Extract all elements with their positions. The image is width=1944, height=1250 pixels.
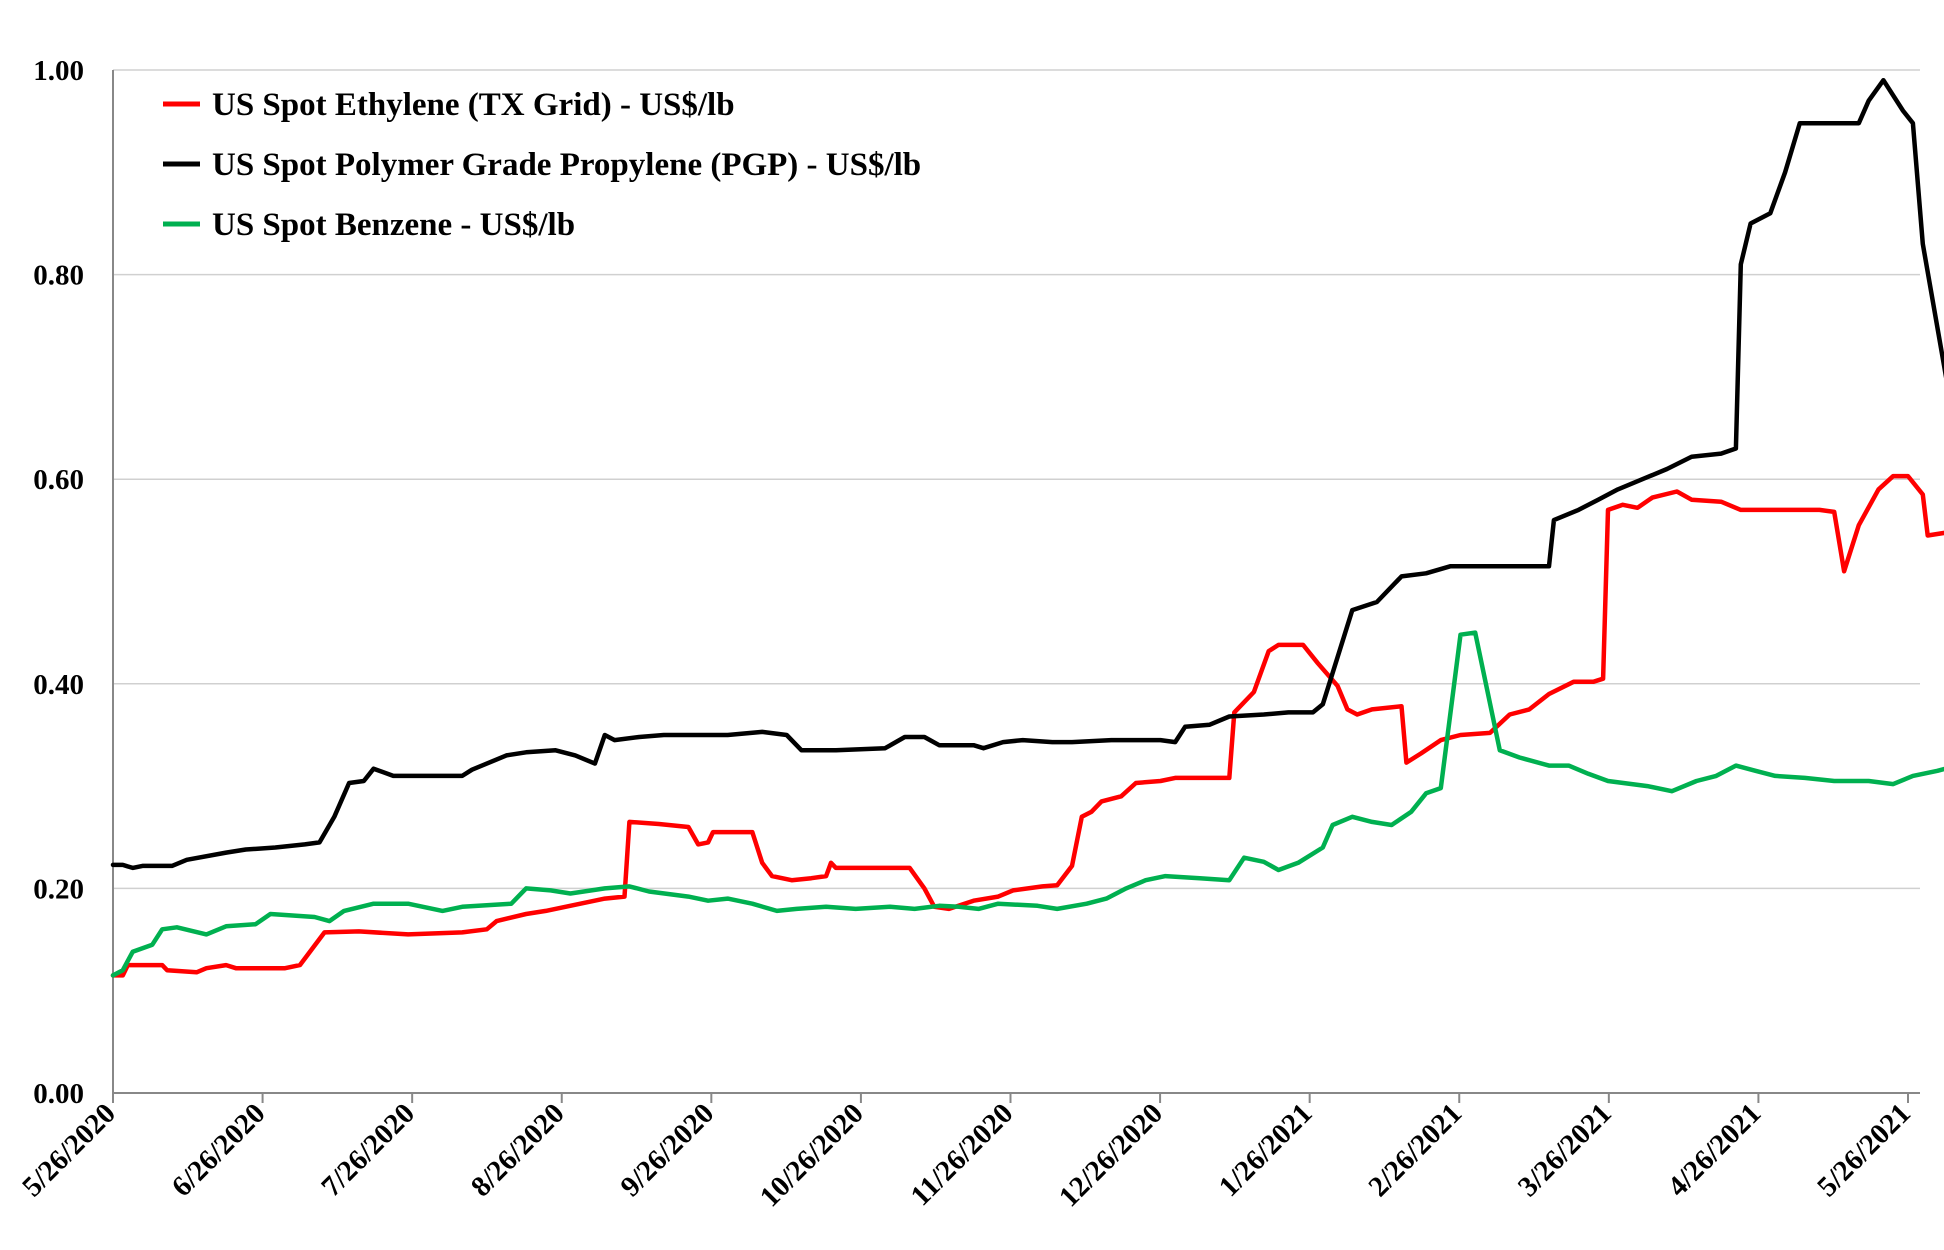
series-lines [110,77,1944,978]
series-line-propylene [110,77,1944,871]
x-tick-label: 3/26/2021 [1512,1097,1618,1203]
x-tick-label: 12/26/2020 [1053,1097,1169,1213]
y-tick-label: 1.00 [33,55,84,87]
x-tick-label: 5/26/2020 [16,1097,122,1203]
legend-label-propylene: US Spot Polymer Grade Propylene (PGP) - … [212,147,921,183]
x-tick-label: 9/26/2020 [614,1097,720,1203]
x-tick-label: 6/26/2020 [166,1097,272,1203]
legend-label-ethylene: US Spot Ethylene (TX Grid) - US$/lb [212,87,735,123]
x-axis-tick-labels: 5/26/2020 6/26/2020 7/26/2020 8/26/2020 9/26… [16,1097,1917,1213]
series-line-benzene [110,630,1944,978]
x-tick-label: 10/26/2020 [754,1097,870,1213]
y-axis-tick-labels: 0.00 0.20 0.40 0.60 0.80 1.00 [33,55,84,1110]
x-tick-label: 1/26/2021 [1213,1097,1319,1203]
x-tick-label: 7/26/2020 [315,1097,421,1203]
legend: US Spot Ethylene (TX Grid) - US$/lb US S… [163,87,921,243]
x-tick-label: 11/26/2020 [905,1097,1020,1212]
series-line-ethylene [110,473,1944,978]
axes [112,70,1920,1103]
x-tick-label: 5/26/2021 [1811,1097,1917,1203]
y-tick-label: 0.20 [33,873,84,905]
y-tick-label: 0.60 [33,464,84,496]
y-tick-label: 0.80 [33,260,84,292]
y-tick-label: 0.40 [33,669,84,701]
y-tick-label: 0.00 [33,1078,84,1110]
x-tick-label: 8/26/2020 [465,1097,571,1203]
x-tick-label: 2/26/2021 [1362,1097,1468,1203]
gridlines [113,69,1920,890]
legend-label-benzene: US Spot Benzene - US$/lb [212,207,575,243]
x-tick-label: 4/26/2021 [1662,1097,1768,1203]
